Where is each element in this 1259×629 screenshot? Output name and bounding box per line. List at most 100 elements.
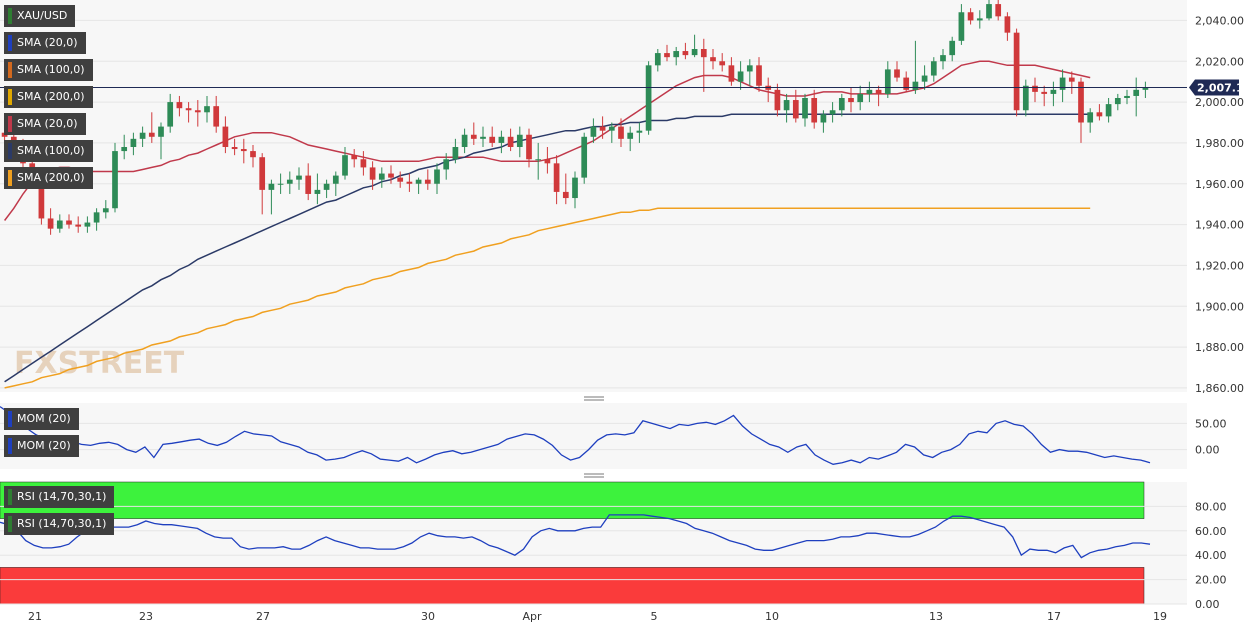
legend-label: SMA (200,0)	[17, 171, 85, 184]
rsi-y-tick-label: 20.00	[1195, 574, 1227, 587]
candle	[259, 153, 266, 215]
candle	[829, 102, 836, 123]
mom-legend-item[interactable]: MOM (20)	[4, 408, 79, 430]
candle	[314, 173, 321, 205]
candle	[148, 112, 155, 143]
price-legend-item[interactable]: SMA (20,0)	[4, 113, 86, 135]
candle	[222, 116, 229, 154]
candle	[976, 10, 983, 29]
price-legend-item[interactable]: SMA (200,0)	[4, 167, 93, 189]
candle	[535, 142, 542, 180]
rsi-series-line	[0, 514, 1151, 559]
last-price-label: 2,007.13	[1197, 82, 1251, 95]
candle	[903, 71, 910, 92]
candle	[332, 171, 339, 196]
candle	[857, 85, 864, 111]
price-legend-item[interactable]: SMA (200,0)	[4, 86, 93, 108]
rsi-legend-item[interactable]: RSI (14,70,30,1)	[4, 486, 115, 508]
candle	[553, 155, 560, 205]
candle	[728, 57, 735, 86]
rsi-line	[0, 514, 1151, 559]
candle	[1068, 71, 1075, 94]
candle	[958, 4, 965, 45]
price-y-tick-label: 1,880.00	[1195, 341, 1244, 354]
price-y-tick-label: 2,020.00	[1195, 55, 1244, 68]
candle	[884, 61, 891, 98]
candle	[802, 93, 808, 127]
candle	[158, 122, 164, 160]
rsi-overbought-zone	[0, 481, 1145, 519]
x-tick-label: 17	[1047, 610, 1061, 623]
candle	[1004, 12, 1011, 41]
legend-swatch	[8, 35, 12, 51]
candle	[56, 214, 63, 233]
price-y-tick-label: 1,980.00	[1195, 137, 1244, 150]
candle	[700, 38, 707, 92]
x-tick-label: 27	[256, 610, 270, 623]
panel-resize-handle-1[interactable]	[584, 396, 604, 401]
rsi-y-tick-label: 0.00	[1195, 598, 1220, 611]
legend-swatch	[8, 438, 12, 454]
candle	[627, 126, 634, 152]
legend-swatch	[8, 62, 12, 78]
panel-resize-handle-2[interactable]	[584, 473, 604, 478]
legend-label: MOM (20)	[17, 439, 71, 452]
price-legend-item[interactable]: SMA (100,0)	[4, 59, 93, 81]
price-y-tick-label: 1,960.00	[1195, 178, 1244, 191]
candle	[1087, 108, 1094, 133]
candle	[792, 89, 799, 123]
candle	[470, 122, 477, 145]
legend-label: SMA (100,0)	[17, 63, 85, 76]
candle	[388, 165, 394, 184]
mom-legend-item[interactable]: MOM (20)	[4, 435, 79, 457]
rsi-legend-item[interactable]: RSI (14,70,30,1)	[4, 513, 115, 535]
candle	[949, 36, 956, 62]
candle	[783, 93, 790, 123]
candle	[967, 8, 974, 25]
candle	[185, 102, 192, 123]
price-legend-item[interactable]: SMA (20,0)	[4, 32, 86, 54]
legend-label: SMA (100,0)	[17, 144, 85, 157]
candle	[121, 134, 128, 160]
last-price-tag	[1189, 79, 1239, 96]
legend-swatch	[8, 516, 12, 532]
candle	[296, 167, 302, 190]
candle	[645, 61, 652, 135]
x-tick-label: 30	[421, 610, 435, 623]
price-y-tick-label: 1,860.00	[1195, 382, 1244, 395]
candle	[921, 65, 928, 90]
candle	[130, 132, 137, 156]
rsi-y-tick-label: 40.00	[1195, 549, 1227, 562]
candle	[654, 49, 661, 72]
price-legend-item[interactable]: XAU/USD	[4, 5, 76, 27]
candle	[875, 85, 882, 107]
price-y-tick-label: 2,040.00	[1195, 14, 1244, 27]
candle	[1078, 77, 1084, 143]
x-tick-label: 13	[929, 610, 943, 623]
candle	[397, 171, 404, 188]
legend-swatch	[8, 89, 12, 105]
candle	[986, 0, 992, 21]
candle	[1133, 77, 1140, 117]
candle	[581, 132, 588, 184]
candle	[912, 40, 919, 94]
legend-label: SMA (20,0)	[17, 36, 78, 49]
candle	[848, 87, 854, 113]
mom-y-axis: 0.00 50.00	[0, 417, 1227, 457]
x-tick-label: 21	[28, 610, 42, 623]
price-y-tick-label: 1,900.00	[1195, 300, 1244, 313]
candle	[691, 34, 698, 58]
price-y-tick-label: 2,000.00	[1195, 96, 1244, 109]
candle	[774, 83, 781, 117]
candle	[1059, 69, 1066, 103]
candle	[489, 126, 496, 147]
candle	[415, 177, 422, 194]
price-legend-item[interactable]: SMA (100,0)	[4, 140, 93, 162]
candle	[84, 216, 91, 233]
rsi-zones	[0, 481, 1145, 605]
candle	[167, 93, 174, 133]
price-y-axis: 1,860.00 1,880.00 1,900.00 1,920.00 1,940.00…	[1195, 14, 1244, 395]
legend-label: MOM (20)	[17, 412, 71, 425]
candle	[599, 116, 606, 139]
candle	[66, 214, 72, 229]
